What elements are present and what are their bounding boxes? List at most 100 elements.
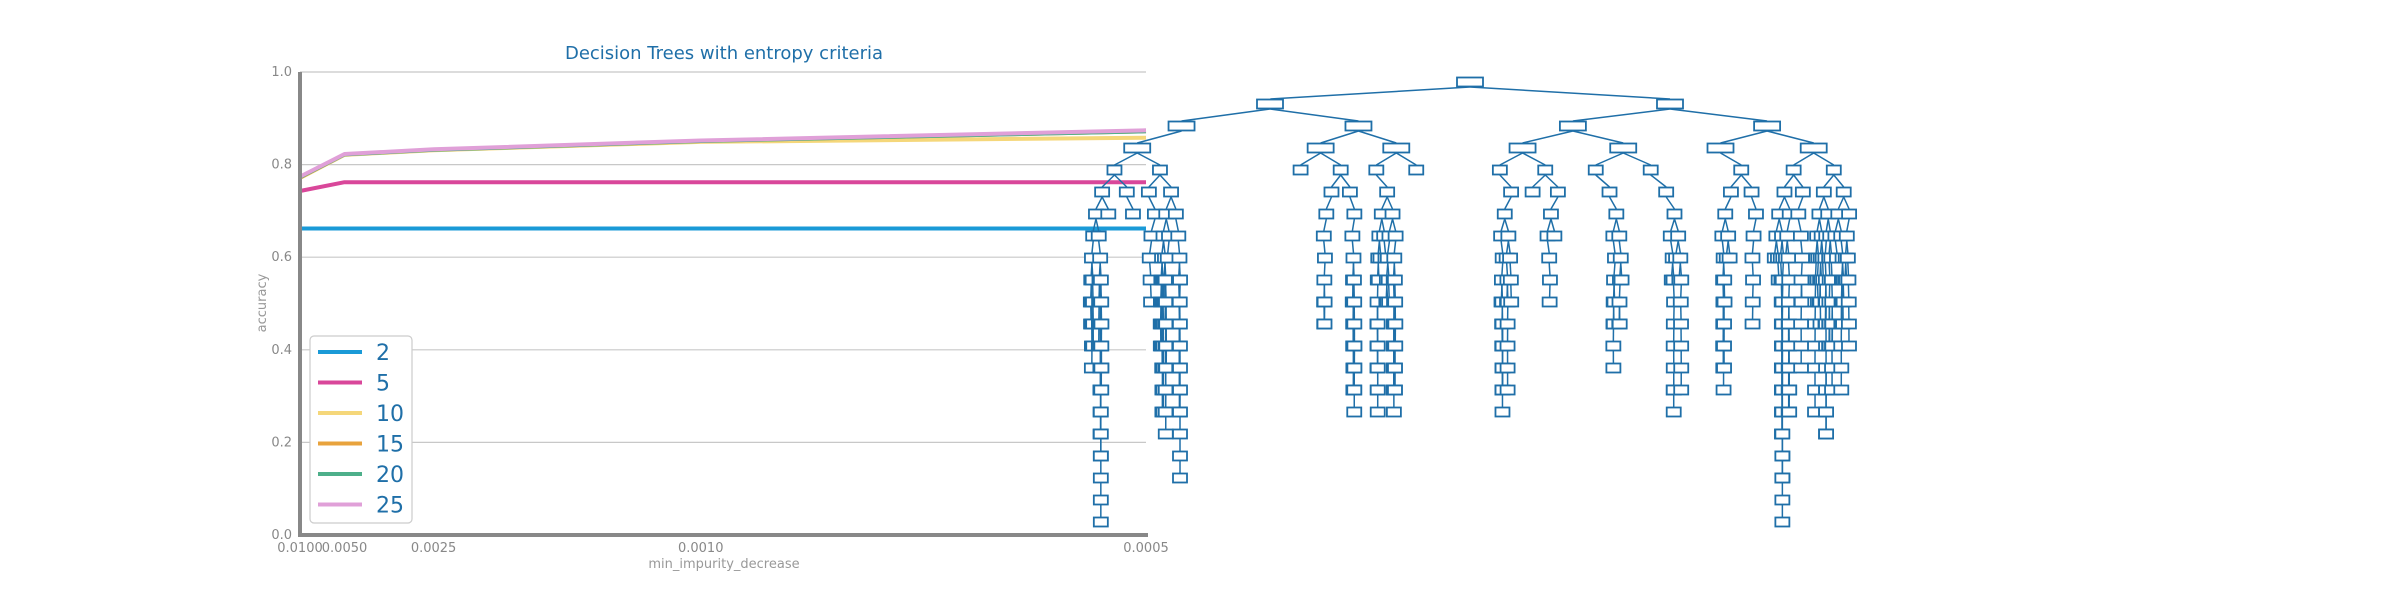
tree-node xyxy=(1093,318,1110,330)
tree-edge xyxy=(1677,240,1682,254)
tree-edge xyxy=(1847,262,1850,276)
tree-node xyxy=(1368,164,1385,176)
tree-node xyxy=(1387,340,1404,352)
tree-edge xyxy=(1820,240,1824,254)
tree-edge xyxy=(1378,240,1382,254)
tree-edge xyxy=(1393,240,1397,254)
tree-node xyxy=(1172,450,1188,462)
x-tick-label: 0.0050 xyxy=(322,541,368,556)
tree-node xyxy=(1170,230,1187,242)
tree-node xyxy=(1094,186,1111,198)
tree-edge xyxy=(1387,240,1391,254)
tree-edge xyxy=(1386,284,1389,298)
tree-edge xyxy=(1797,218,1802,232)
tree-node xyxy=(1316,296,1333,308)
tree-edge xyxy=(1101,196,1109,210)
series-line-5 xyxy=(299,180,1146,193)
tree-edge xyxy=(1751,262,1754,276)
tree-edge xyxy=(1378,218,1383,232)
tree-node xyxy=(1502,274,1519,286)
tree-node xyxy=(1744,318,1761,330)
tree-node xyxy=(1779,230,1796,242)
tree-node xyxy=(1537,164,1554,176)
tree-node xyxy=(1346,274,1362,286)
tree-edge xyxy=(1097,240,1101,254)
tree-edge xyxy=(1665,196,1676,210)
tree-node xyxy=(1793,340,1810,352)
tree-edge xyxy=(1351,218,1356,232)
tree-node xyxy=(1172,428,1188,440)
tree-edge xyxy=(1150,218,1156,232)
tree-node xyxy=(1090,230,1107,242)
tree-node xyxy=(1780,252,1797,264)
tree-edge xyxy=(1500,240,1504,254)
tree-edge xyxy=(1137,130,1182,144)
tree-edge xyxy=(1778,196,1786,210)
tree-edge xyxy=(1724,196,1732,210)
legend-label: 10 xyxy=(376,402,404,427)
tree-node xyxy=(1838,230,1855,242)
tree-node xyxy=(1106,164,1123,176)
tree-node xyxy=(1776,186,1793,198)
tree-edge xyxy=(1837,218,1842,232)
tree-edge xyxy=(1613,262,1616,276)
tree-node xyxy=(1841,340,1857,352)
tree-node xyxy=(1163,186,1179,198)
tree-edge xyxy=(1300,152,1322,166)
tree-edge xyxy=(1595,174,1611,188)
tree-edge xyxy=(1358,130,1397,144)
tree-node xyxy=(1346,406,1363,418)
tree-node xyxy=(1346,340,1363,352)
tree-node xyxy=(1158,318,1175,330)
tree-edge xyxy=(1323,262,1326,276)
tree-edge xyxy=(1101,174,1115,188)
tree-edge xyxy=(1323,240,1326,254)
tree-node xyxy=(1672,252,1689,264)
tree-node xyxy=(1781,384,1798,396)
tree-node xyxy=(1745,230,1762,242)
tree-edge xyxy=(1813,152,1835,166)
tree-node xyxy=(1666,208,1683,220)
tree-node xyxy=(1503,186,1520,198)
tree-node xyxy=(1387,362,1403,374)
tree-node xyxy=(1256,98,1284,110)
x-tick-label: 0.0025 xyxy=(411,541,457,556)
tree-node xyxy=(1720,230,1737,242)
tree-node xyxy=(1673,362,1690,374)
y-tick-label: 0.0 xyxy=(271,528,292,543)
tree-edge xyxy=(1846,218,1850,232)
tree-edge xyxy=(1620,262,1623,276)
tree-node xyxy=(1799,142,1828,154)
tree-node xyxy=(1387,230,1404,242)
tree-node xyxy=(1744,296,1761,308)
tree-edge xyxy=(1751,240,1755,254)
tree-node xyxy=(1744,252,1761,264)
tree-edge xyxy=(1670,240,1674,254)
tree-edge xyxy=(1740,174,1753,188)
tree-edge xyxy=(1843,196,1850,210)
tree-edge xyxy=(1720,130,1768,144)
tree-edge xyxy=(1595,152,1624,166)
tree-node xyxy=(1379,186,1396,198)
tree-node xyxy=(1673,318,1689,330)
tree-edge xyxy=(1499,174,1512,188)
tree-edge xyxy=(1612,240,1616,254)
tree-edge xyxy=(1550,218,1556,232)
tree-node xyxy=(1841,208,1858,220)
tree-node xyxy=(1611,296,1628,308)
tree-node xyxy=(1774,494,1791,506)
x-tick-label: 0.0010 xyxy=(678,541,724,556)
tree-edge xyxy=(1800,240,1803,254)
tree-node xyxy=(1346,296,1363,308)
legend-label: 25 xyxy=(376,494,404,519)
tree-node xyxy=(1499,362,1516,374)
tree-edge xyxy=(1161,262,1164,276)
tree-edge xyxy=(1546,218,1552,232)
tree-node xyxy=(1093,362,1110,374)
accuracy-line-chart: 0.00.20.40.60.81.0 0.0100 0.0050 0.0025 0.0… xyxy=(255,43,1169,572)
tree-edge xyxy=(1724,218,1729,232)
legend-label: 20 xyxy=(376,463,404,488)
tree-edge xyxy=(1775,240,1779,254)
tree-node xyxy=(1793,274,1810,286)
